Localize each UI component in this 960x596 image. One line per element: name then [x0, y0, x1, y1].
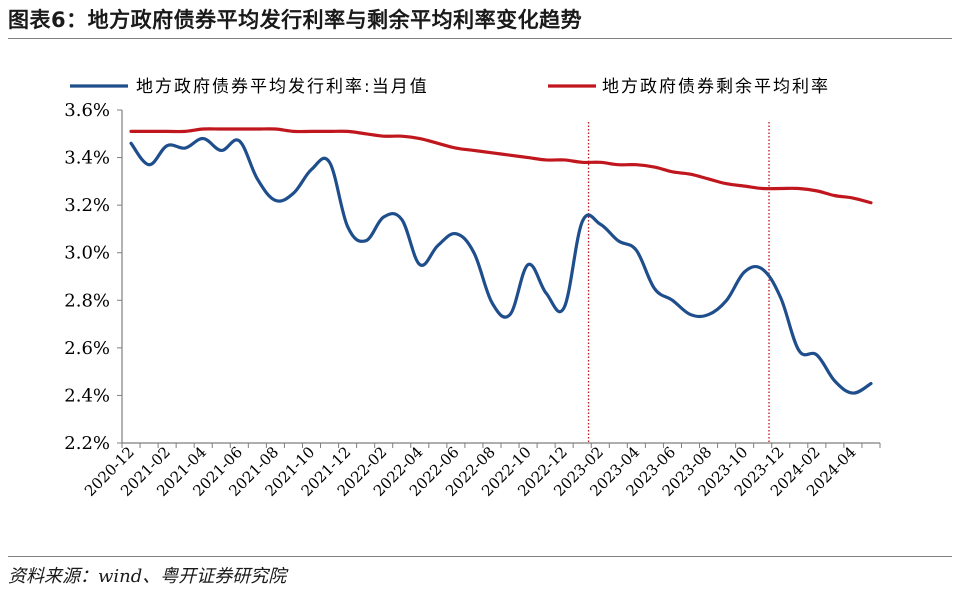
- source-note: 资料来源：wind、粤开证券研究院: [8, 566, 287, 587]
- y-tick-label: 3.0%: [64, 243, 110, 264]
- y-tick-label: 2.4%: [64, 385, 110, 406]
- chart-title: 图表6：地方政府债券平均发行利率与剩余平均利率变化趋势: [8, 8, 583, 32]
- legend-label-issuance: 地方政府债券平均发行利率:当月值: [136, 77, 429, 97]
- y-tick-label: 2.6%: [64, 338, 110, 359]
- issuance-rate-line: [129, 136, 873, 395]
- y-tick-label: 3.4%: [64, 148, 110, 169]
- y-tick-label: 2.8%: [64, 290, 110, 311]
- y-tick-label: 2.2%: [64, 433, 110, 454]
- y-tick-label: 3.2%: [64, 195, 110, 216]
- y-tick-label: 3.6%: [64, 100, 110, 121]
- top-divider: [8, 38, 952, 39]
- remaining-rate-line: [129, 127, 873, 205]
- bottom-divider: [8, 556, 952, 557]
- legend-label-remaining: 地方政府债券剩余平均利率: [602, 77, 830, 97]
